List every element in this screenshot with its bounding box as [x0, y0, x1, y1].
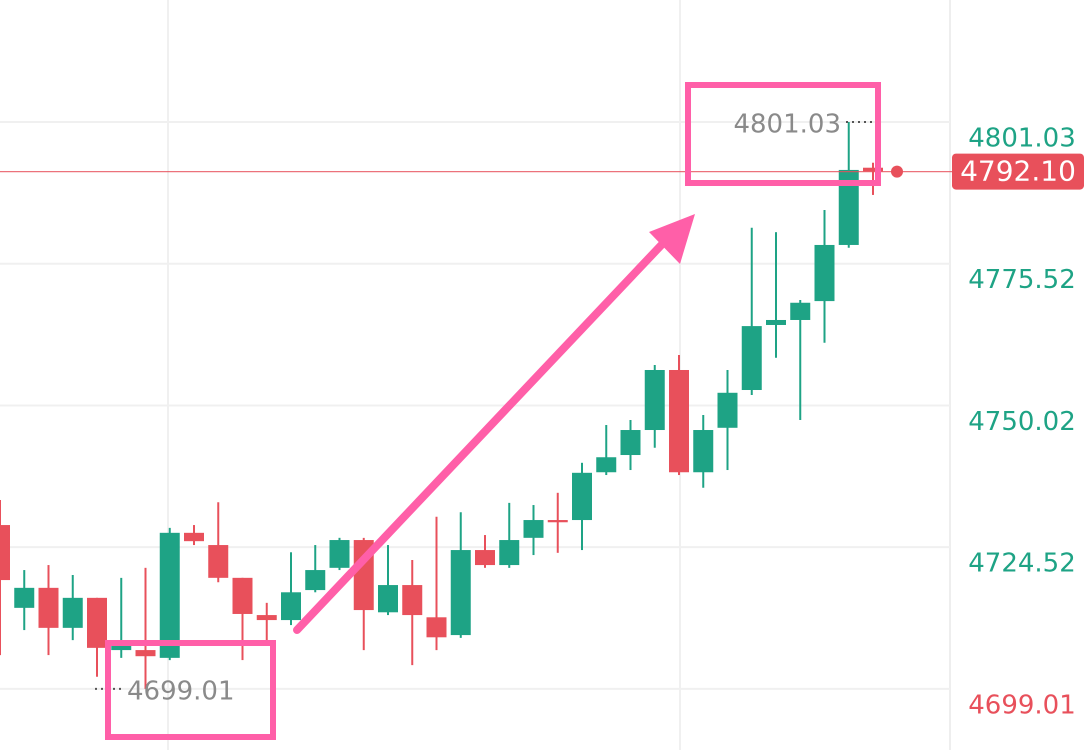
- candle-body: [766, 319, 786, 325]
- highlight-box: [105, 640, 276, 740]
- candle-body: [159, 532, 180, 658]
- candle-body: [838, 169, 859, 245]
- candle-body: [475, 550, 495, 566]
- candle-body: [620, 430, 641, 456]
- candle-body: [523, 520, 544, 538]
- last-price-box: [952, 153, 1084, 190]
- highlight-box: [685, 82, 881, 186]
- y-tick-label: 4775.52: [968, 265, 1076, 295]
- last-price-dot: [891, 165, 903, 178]
- candle-body: [741, 326, 762, 391]
- candle-body: [378, 585, 398, 613]
- candle-body: [863, 167, 883, 172]
- candle-body: [402, 585, 423, 616]
- candle-body: [111, 645, 132, 651]
- candle-body: [232, 577, 253, 614]
- candle-body: [14, 587, 35, 608]
- candle-body: [329, 540, 350, 568]
- candle-body: [814, 244, 835, 302]
- grid: [0, 0, 951, 750]
- candle-body: [38, 587, 59, 628]
- arrow-shaft: [293, 234, 672, 634]
- candle-body: [693, 430, 714, 473]
- candle-body: [717, 392, 738, 428]
- candle-body: [184, 532, 204, 542]
- candle-body: [596, 457, 617, 473]
- high-marker-label: 4801.03: [733, 109, 841, 139]
- candle-body: [87, 597, 107, 648]
- y-tick-label: 4699.01: [968, 690, 1076, 720]
- candle-body: [0, 525, 10, 581]
- candle-body: [499, 540, 520, 566]
- last-price-label: 4792.10: [960, 155, 1076, 188]
- candle-body: [281, 592, 301, 621]
- arrow-head: [649, 214, 695, 264]
- candle-body: [450, 550, 471, 636]
- y-tick-label: 4724.52: [968, 549, 1076, 579]
- overlay: 4801.03 4775.52 4750.02 4724.52 4699.01 4792.…: [0, 109, 1084, 720]
- candles: [0, 121, 883, 689]
- low-marker-label: 4699.01: [127, 676, 235, 706]
- candle-body: [669, 369, 689, 473]
- annotations: [105, 82, 881, 740]
- candle-body: [135, 650, 156, 657]
- candle-body: [62, 597, 83, 628]
- candle-body: [790, 302, 811, 320]
- y-tick-label: 4750.02: [968, 407, 1076, 437]
- candle-body: [256, 615, 277, 621]
- candle-body: [572, 472, 592, 521]
- candle-body: [426, 617, 447, 638]
- candle-body: [208, 545, 229, 578]
- candle-body: [305, 570, 326, 591]
- candle-body: [547, 520, 568, 523]
- candle-body: [644, 369, 665, 431]
- y-tick-label: 4801.03: [968, 123, 1076, 153]
